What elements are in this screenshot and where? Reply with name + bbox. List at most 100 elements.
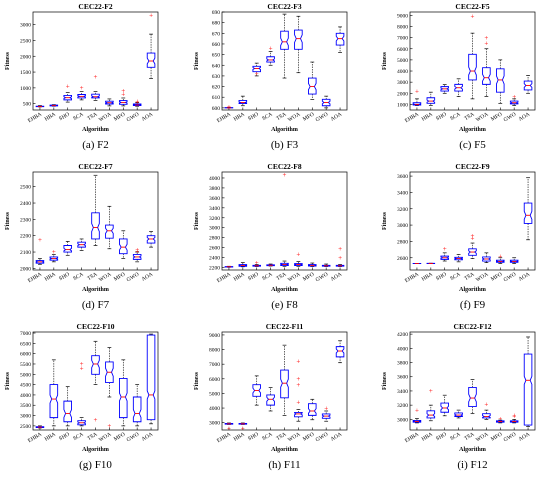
y-tick-label: 4000	[20, 393, 31, 399]
box-woa: +	[105, 347, 114, 430]
x-tick-label: WOA	[287, 432, 301, 444]
y-tick-label: 3200	[397, 207, 408, 213]
x-tick-label: SCA	[449, 272, 461, 283]
x-tick-label: SHO	[247, 432, 260, 443]
panel-caption: (e) F8	[271, 299, 298, 311]
outlier-point: +	[296, 250, 300, 258]
x-tick-label: AOA	[518, 272, 531, 283]
x-tick-label: EHBA	[404, 272, 420, 285]
outlier-point: +	[80, 84, 84, 92]
box-sca: +	[77, 84, 86, 101]
y-tick-label: 2600	[397, 256, 408, 262]
box-sho: +	[63, 82, 72, 103]
outlier-point: +	[241, 425, 245, 433]
box-tsa	[280, 344, 289, 416]
box-aoa	[335, 340, 345, 364]
box-gwo	[321, 95, 331, 109]
x-tick-label: SHO	[58, 112, 71, 123]
box-body	[132, 254, 142, 260]
box-mfo: ++	[119, 87, 128, 107]
box-body	[266, 264, 275, 267]
x-tick-label: WOA	[98, 272, 112, 284]
panel-title: CEC22-F10	[77, 322, 115, 331]
box-body	[266, 56, 275, 63]
x-tick-label: HBA	[44, 112, 57, 123]
y-tick-label: 3400	[397, 389, 408, 395]
panel-title: CEC22-F5	[455, 2, 489, 11]
outlier-point: +	[324, 404, 328, 412]
outlier-point: +	[283, 171, 287, 179]
box-sca	[454, 409, 463, 419]
outlier-point: +	[38, 236, 42, 244]
outlier-point: +	[94, 73, 98, 81]
outlier-point: +	[338, 245, 342, 253]
box-body	[119, 100, 128, 105]
y-tick-label: 600	[212, 106, 221, 112]
y-tick-label: 5000	[397, 58, 408, 64]
outlier-point: +	[512, 93, 516, 101]
panel-title: CEC22-F2	[78, 2, 112, 11]
x-tick-label: TSA	[276, 432, 288, 442]
box-sca	[266, 387, 275, 412]
box-body	[308, 403, 317, 416]
box-sho	[440, 394, 449, 417]
y-tick-label: 3600	[397, 174, 408, 180]
panel-caption: (h) F11	[268, 459, 300, 471]
y-tick-label: 2400	[20, 201, 31, 207]
box-body	[252, 65, 261, 73]
x-axis-label: Algorithm	[271, 127, 298, 133]
y-axis-label: Fitness	[5, 211, 11, 230]
box-body	[119, 238, 128, 255]
box-tsa: +	[91, 340, 100, 424]
y-tick-label: 1000	[397, 102, 408, 108]
x-tick-label: SHO	[435, 112, 448, 123]
x-tick-label: SCA	[261, 272, 273, 283]
x-axis-label: Algorithm	[82, 447, 109, 453]
y-tick-label: 5500	[20, 362, 31, 368]
box-mfo	[308, 398, 317, 421]
box-sca	[266, 263, 275, 267]
x-tick-label: SHO	[247, 272, 260, 283]
box-hba	[49, 359, 59, 427]
y-tick-label: 3600	[209, 196, 220, 202]
y-tick-label: 620	[212, 85, 221, 91]
box-sho	[440, 84, 449, 94]
box-woa	[105, 98, 114, 107]
x-tick-label: EHBA	[216, 112, 232, 125]
y-tick-label: 3200	[209, 216, 220, 222]
panel-caption: (b) F3	[271, 139, 299, 151]
panel-7: CEC22-F10 2500 3000 3500 4000 4500 5000 5500 600…	[5, 322, 159, 471]
box-body	[77, 241, 86, 248]
x-tick-label: EHBA	[404, 112, 420, 125]
y-tick-label: 6500	[20, 341, 31, 347]
box-body	[105, 100, 114, 105]
y-tick-label: 640	[212, 63, 221, 69]
x-axis-label: Algorithm	[459, 127, 486, 133]
box-mfo	[119, 230, 128, 259]
y-tick-label: 650	[212, 53, 221, 59]
outlier-point: +	[296, 357, 300, 365]
outlier-point: +	[135, 247, 139, 255]
x-tick-label: TSA	[464, 112, 476, 122]
box-hba	[238, 95, 248, 107]
x-tick-label: AOA	[518, 112, 531, 123]
x-tick-label: WOA	[475, 432, 489, 444]
plot-frame	[221, 171, 348, 271]
plot-frame	[221, 11, 348, 111]
x-tick-label: AOA	[141, 112, 154, 123]
x-tick-label: HBA	[44, 432, 57, 443]
box-tsa	[91, 174, 100, 246]
y-tick-label: 2500	[20, 424, 31, 430]
x-tick-label: TSA	[276, 272, 288, 282]
box-body	[146, 334, 156, 421]
y-tick-label: 7000	[397, 36, 408, 42]
y-tick-label: 2200	[209, 266, 220, 272]
y-tick-label: 6000	[20, 352, 31, 358]
outlier-point: +	[512, 413, 516, 421]
box-body	[335, 346, 345, 358]
x-tick-label: MFO	[113, 112, 126, 123]
box-woa: +	[294, 250, 303, 267]
box-mfo: +	[496, 415, 505, 424]
outlier-point: +	[471, 232, 475, 240]
plot-frame	[32, 11, 159, 111]
